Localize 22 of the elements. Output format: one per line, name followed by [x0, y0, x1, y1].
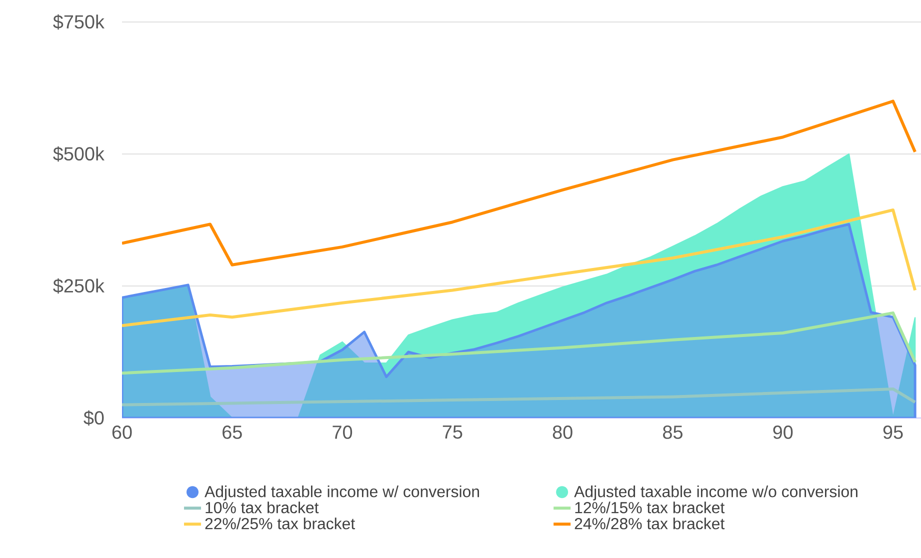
- line-series: [122, 387, 917, 406]
- x-tick-label: 65: [222, 426, 242, 439]
- line-series: [122, 208, 917, 328]
- y-tick-label: $250k: [53, 278, 104, 294]
- legend-label: 12%/15% tax bracket: [575, 502, 725, 514]
- x-tick-label: 75: [442, 426, 462, 439]
- y-tick-label: $0: [84, 410, 104, 426]
- x-tick-label: 80: [552, 426, 572, 439]
- x-tick-label: 90: [773, 426, 793, 439]
- x-tick-label: 85: [663, 426, 682, 439]
- legend-label: Adjusted taxable income w/ conversion: [204, 486, 479, 500]
- legend-label: Adjusted taxable income w/o conversion: [574, 486, 858, 500]
- x-tick-label: 95: [883, 426, 903, 439]
- line-series: [122, 311, 917, 375]
- x-tick-label: 70: [332, 426, 352, 439]
- legend-label: 10% tax bracket: [206, 502, 319, 514]
- legend-label: 22%/25% tax bracket: [205, 518, 355, 530]
- y-tick-label: $500k: [53, 146, 104, 162]
- y-tick-label: $750k: [53, 14, 104, 30]
- x-tick-label: 60: [112, 426, 132, 439]
- legend-label: 24%/28% tax bracket: [574, 518, 725, 530]
- line-series: [122, 100, 917, 266]
